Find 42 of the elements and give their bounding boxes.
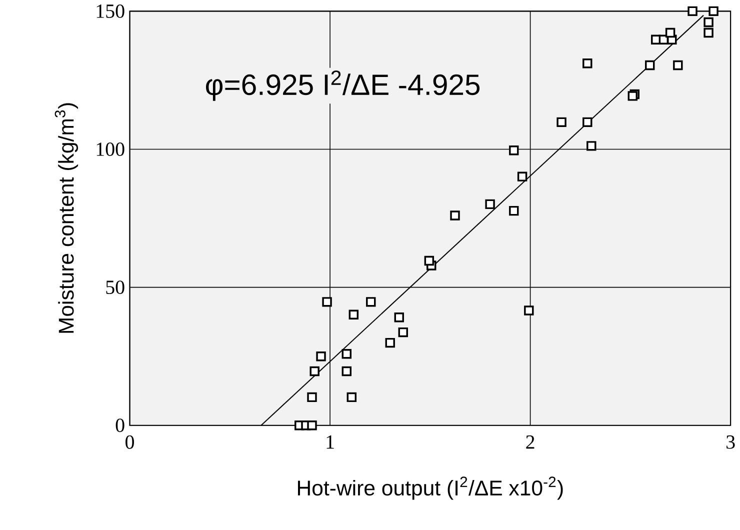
x-axis-title: Hot-wire output (I$^{2}$/ΔE x10$^{-2}$) bbox=[298, 476, 563, 500]
annotation: φ=6.925 I$^{2}$/ΔE -4.925 bbox=[206, 70, 480, 101]
point bbox=[517, 172, 528, 182]
point bbox=[366, 297, 376, 307]
point bbox=[310, 366, 320, 376]
point bbox=[586, 140, 596, 151]
point bbox=[704, 17, 714, 27]
point bbox=[394, 312, 404, 322]
y-tick-label: 150 bbox=[96, 4, 124, 18]
point bbox=[322, 297, 332, 307]
point bbox=[524, 306, 534, 316]
point bbox=[450, 210, 460, 220]
point bbox=[385, 338, 395, 348]
point bbox=[346, 392, 357, 402]
point bbox=[509, 145, 519, 156]
x-tick-label: 2 bbox=[526, 435, 534, 449]
y-axis-title: Moisture content (kg/m$^{3}$) bbox=[54, 103, 78, 333]
point bbox=[342, 348, 352, 359]
point bbox=[582, 58, 592, 68]
x-tick-label: 3 bbox=[726, 435, 735, 449]
point bbox=[704, 28, 714, 38]
point bbox=[688, 6, 698, 16]
point bbox=[708, 6, 718, 16]
point bbox=[673, 60, 683, 70]
y-tick-label: 50 bbox=[106, 280, 124, 294]
x-tick-label: 1 bbox=[326, 435, 334, 448]
point bbox=[556, 117, 566, 127]
point bbox=[509, 206, 519, 216]
y-tick-label: 100 bbox=[96, 142, 124, 156]
point bbox=[398, 327, 408, 338]
point bbox=[342, 366, 352, 376]
point bbox=[485, 199, 495, 209]
point bbox=[665, 28, 676, 38]
point bbox=[348, 310, 359, 320]
point bbox=[307, 420, 317, 430]
y-tick-label: 0 bbox=[116, 418, 124, 432]
x-tick-label: 0 bbox=[126, 435, 134, 449]
point bbox=[424, 256, 434, 266]
point bbox=[316, 351, 326, 362]
point bbox=[645, 60, 655, 70]
point bbox=[582, 117, 592, 127]
point bbox=[307, 392, 317, 402]
